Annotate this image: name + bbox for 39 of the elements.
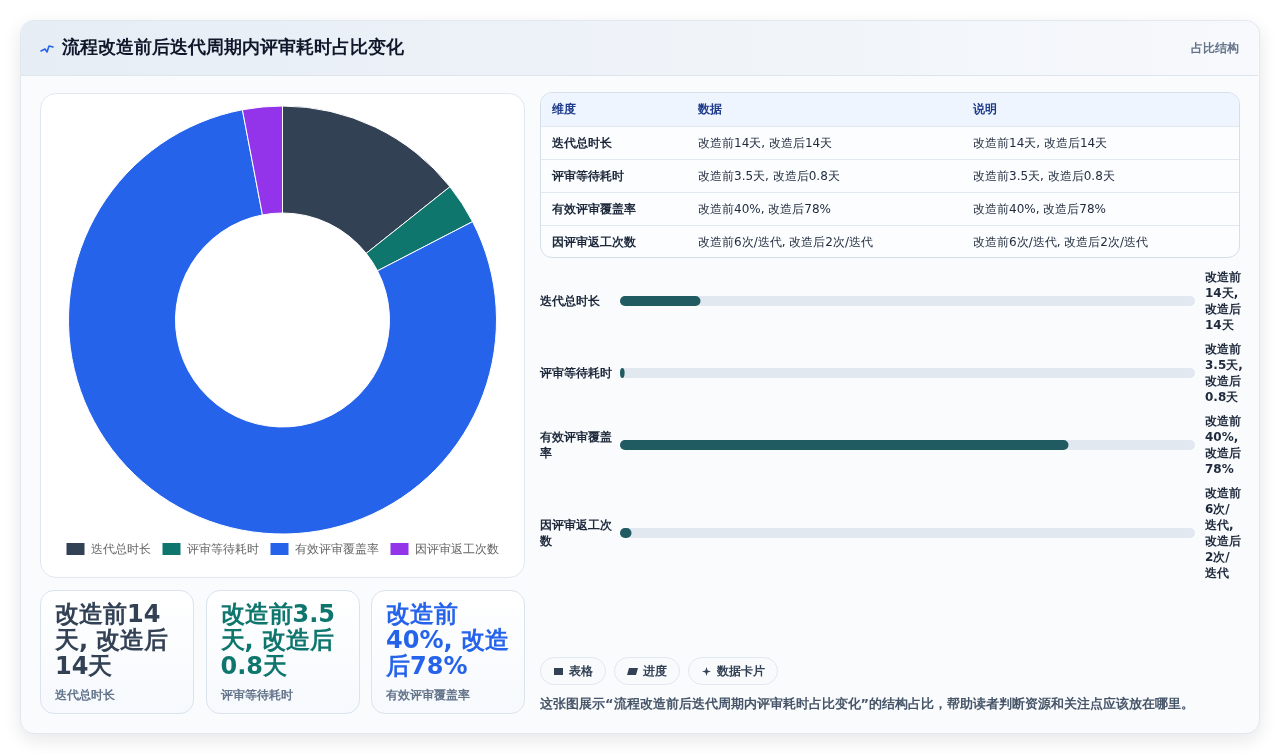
text: 改造前3.5天, 改造后0.8天: [973, 168, 1115, 183]
legend-label: 因评审返工次数: [414, 542, 499, 556]
text: 改造前6次/迭代, 改造后2次/迭代: [698, 234, 873, 249]
category-label: 说明: [962, 93, 1239, 127]
legend-label: 迭代总时长: [90, 542, 151, 556]
category-label: 维度: [541, 93, 687, 127]
data-label: 改造前6次/迭代, 改造后2次/迭代: [1204, 486, 1241, 580]
text: 改造前6次/迭代, 改造后2次/迭代: [973, 234, 1148, 249]
text: 这张图展示“流程改造前后迭代周期内评审耗时占比变化”的结构占比，帮助读者判断资源和关注点应该放在哪里。: [540, 695, 1195, 713]
text: 改造前3.5天, 改造后0.8天: [220, 600, 336, 680]
text: 改造前14天, 改造后14天: [973, 135, 1108, 150]
category-label: 因评审返工次数: [552, 234, 636, 249]
data-label: 改造前14天, 改造后14天: [1205, 270, 1241, 332]
text: 数据卡片: [717, 662, 765, 680]
text: 进度: [643, 662, 667, 680]
data-label: 改造前3.5天, 改造后0.8天: [1205, 342, 1243, 404]
category-label: 数据: [687, 93, 962, 127]
y-tick-label: 迭代总时长: [539, 294, 601, 308]
y-tick-label: 评审等待耗时: [539, 366, 612, 380]
text: 改造前40%, 改造后78%: [386, 600, 509, 680]
category-label: 评审等待耗时: [220, 687, 293, 704]
text: 占比结构: [1191, 40, 1239, 57]
text: 表格: [569, 662, 593, 680]
text: 流程改造前后迭代周期内评审耗时占比变化: [62, 35, 404, 59]
data-label: 改造前40%, 改造后78%: [1205, 414, 1241, 476]
legend-label: 评审等待耗时: [186, 542, 259, 556]
y-tick-label: 因评审返工次数: [539, 518, 613, 548]
donut-slice: [68, 109, 497, 535]
y-tick-label: 有效评审覆盖率: [539, 430, 612, 460]
category-label: 迭代总时长: [55, 687, 115, 704]
text: 改造前14天, 改造后14天: [698, 135, 833, 150]
legend-label: 有效评审覆盖率: [294, 542, 379, 556]
text: 改造前14天, 改造后14天: [55, 600, 169, 680]
category-label: 有效评审覆盖率: [552, 201, 636, 216]
category-label: 有效评审覆盖率: [386, 687, 470, 704]
text: 改造前3.5天, 改造后0.8天: [698, 168, 840, 183]
text: 改造前40%, 改造后78%: [973, 201, 1106, 216]
category-label: 评审等待耗时: [552, 168, 624, 183]
text: 改造前40%, 改造后78%: [698, 201, 831, 216]
